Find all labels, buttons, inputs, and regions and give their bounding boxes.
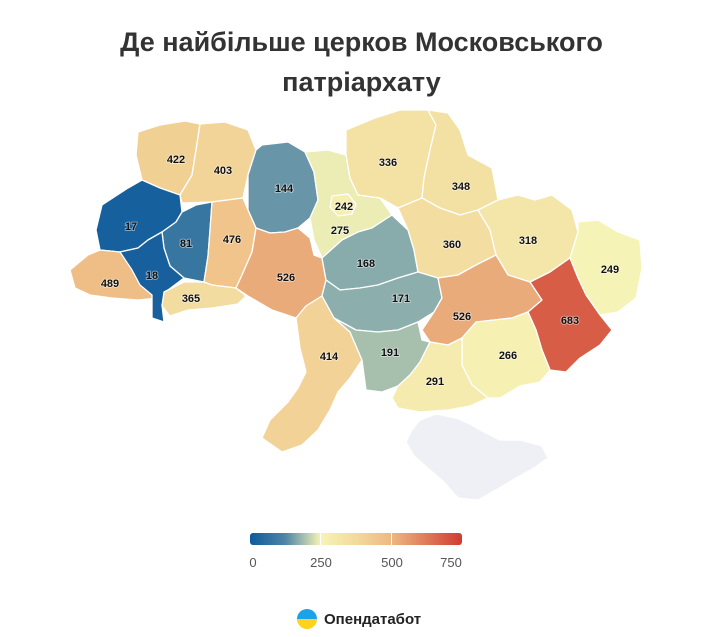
region-value-label-kyiv-oblast: 242 (335, 201, 353, 213)
opendatabot-brand[interactable]: Опендатабот (297, 606, 421, 632)
region-value-label-chernihiv: 336 (379, 157, 397, 169)
region-value-label-sumy: 348 (452, 181, 470, 193)
region-value-label-kharkiv: 318 (519, 235, 537, 247)
region-value-label-odesa: 414 (320, 351, 339, 363)
region-value-label-kyiv-city: 275 (331, 225, 349, 237)
region-kherson[interactable] (391, 337, 489, 413)
legend-tick-label: 750 (440, 555, 462, 570)
region-value-label-zakarpattia: 489 (101, 278, 119, 290)
region-value-label-zhytomyr: 144 (275, 183, 294, 195)
region-value-label-ternopil: 81 (180, 238, 192, 250)
region-value-label-luhansk: 249 (601, 264, 619, 276)
region-chernivtsi[interactable] (161, 281, 247, 317)
brand-name: Опендатабот (324, 610, 422, 628)
region-crimea[interactable] (405, 413, 549, 501)
region-value-label-volyn: 422 (167, 154, 185, 166)
map-title: Де найбільше церков Московського патріар… (0, 22, 723, 102)
legend-divider (391, 533, 392, 545)
legend-tick-label: 0 (249, 555, 257, 570)
region-value-label-mykolaiv: 191 (381, 347, 399, 359)
region-value-label-dnipropetrovsk: 526 (453, 311, 471, 323)
map-title-line-1: Де найбільше церков Московського (120, 27, 603, 57)
region-kyiv-city[interactable] (329, 193, 357, 217)
legend-tick-label: 250 (310, 555, 332, 570)
region-value-label-vinnytsia: 526 (277, 272, 295, 284)
region-value-label-kirovohrad: 171 (392, 293, 410, 305)
color-scale-legend (250, 533, 462, 545)
region-value-label-rivne: 403 (214, 165, 232, 177)
map-title-line-2: патріархату (282, 67, 441, 97)
region-value-label-khmelnytskyi: 476 (223, 234, 241, 246)
opendatabot-logo-icon (297, 609, 317, 629)
region-value-label-poltava: 360 (443, 239, 461, 251)
region-value-label-kherson: 291 (426, 376, 444, 388)
region-value-label-zaporizhzhia: 266 (499, 350, 517, 362)
legend-tick-label: 500 (381, 555, 403, 570)
region-value-label-donetsk: 683 (561, 315, 579, 327)
region-donetsk[interactable] (527, 257, 613, 373)
region-ternopil[interactable] (161, 201, 213, 283)
region-value-label-ivano-frankivsk: 18 (146, 270, 158, 282)
region-value-label-cherkasy: 168 (357, 258, 375, 270)
region-value-label-lviv: 17 (125, 221, 137, 233)
region-value-label-chernivtsi: 365 (182, 293, 200, 305)
legend-divider (320, 533, 321, 545)
